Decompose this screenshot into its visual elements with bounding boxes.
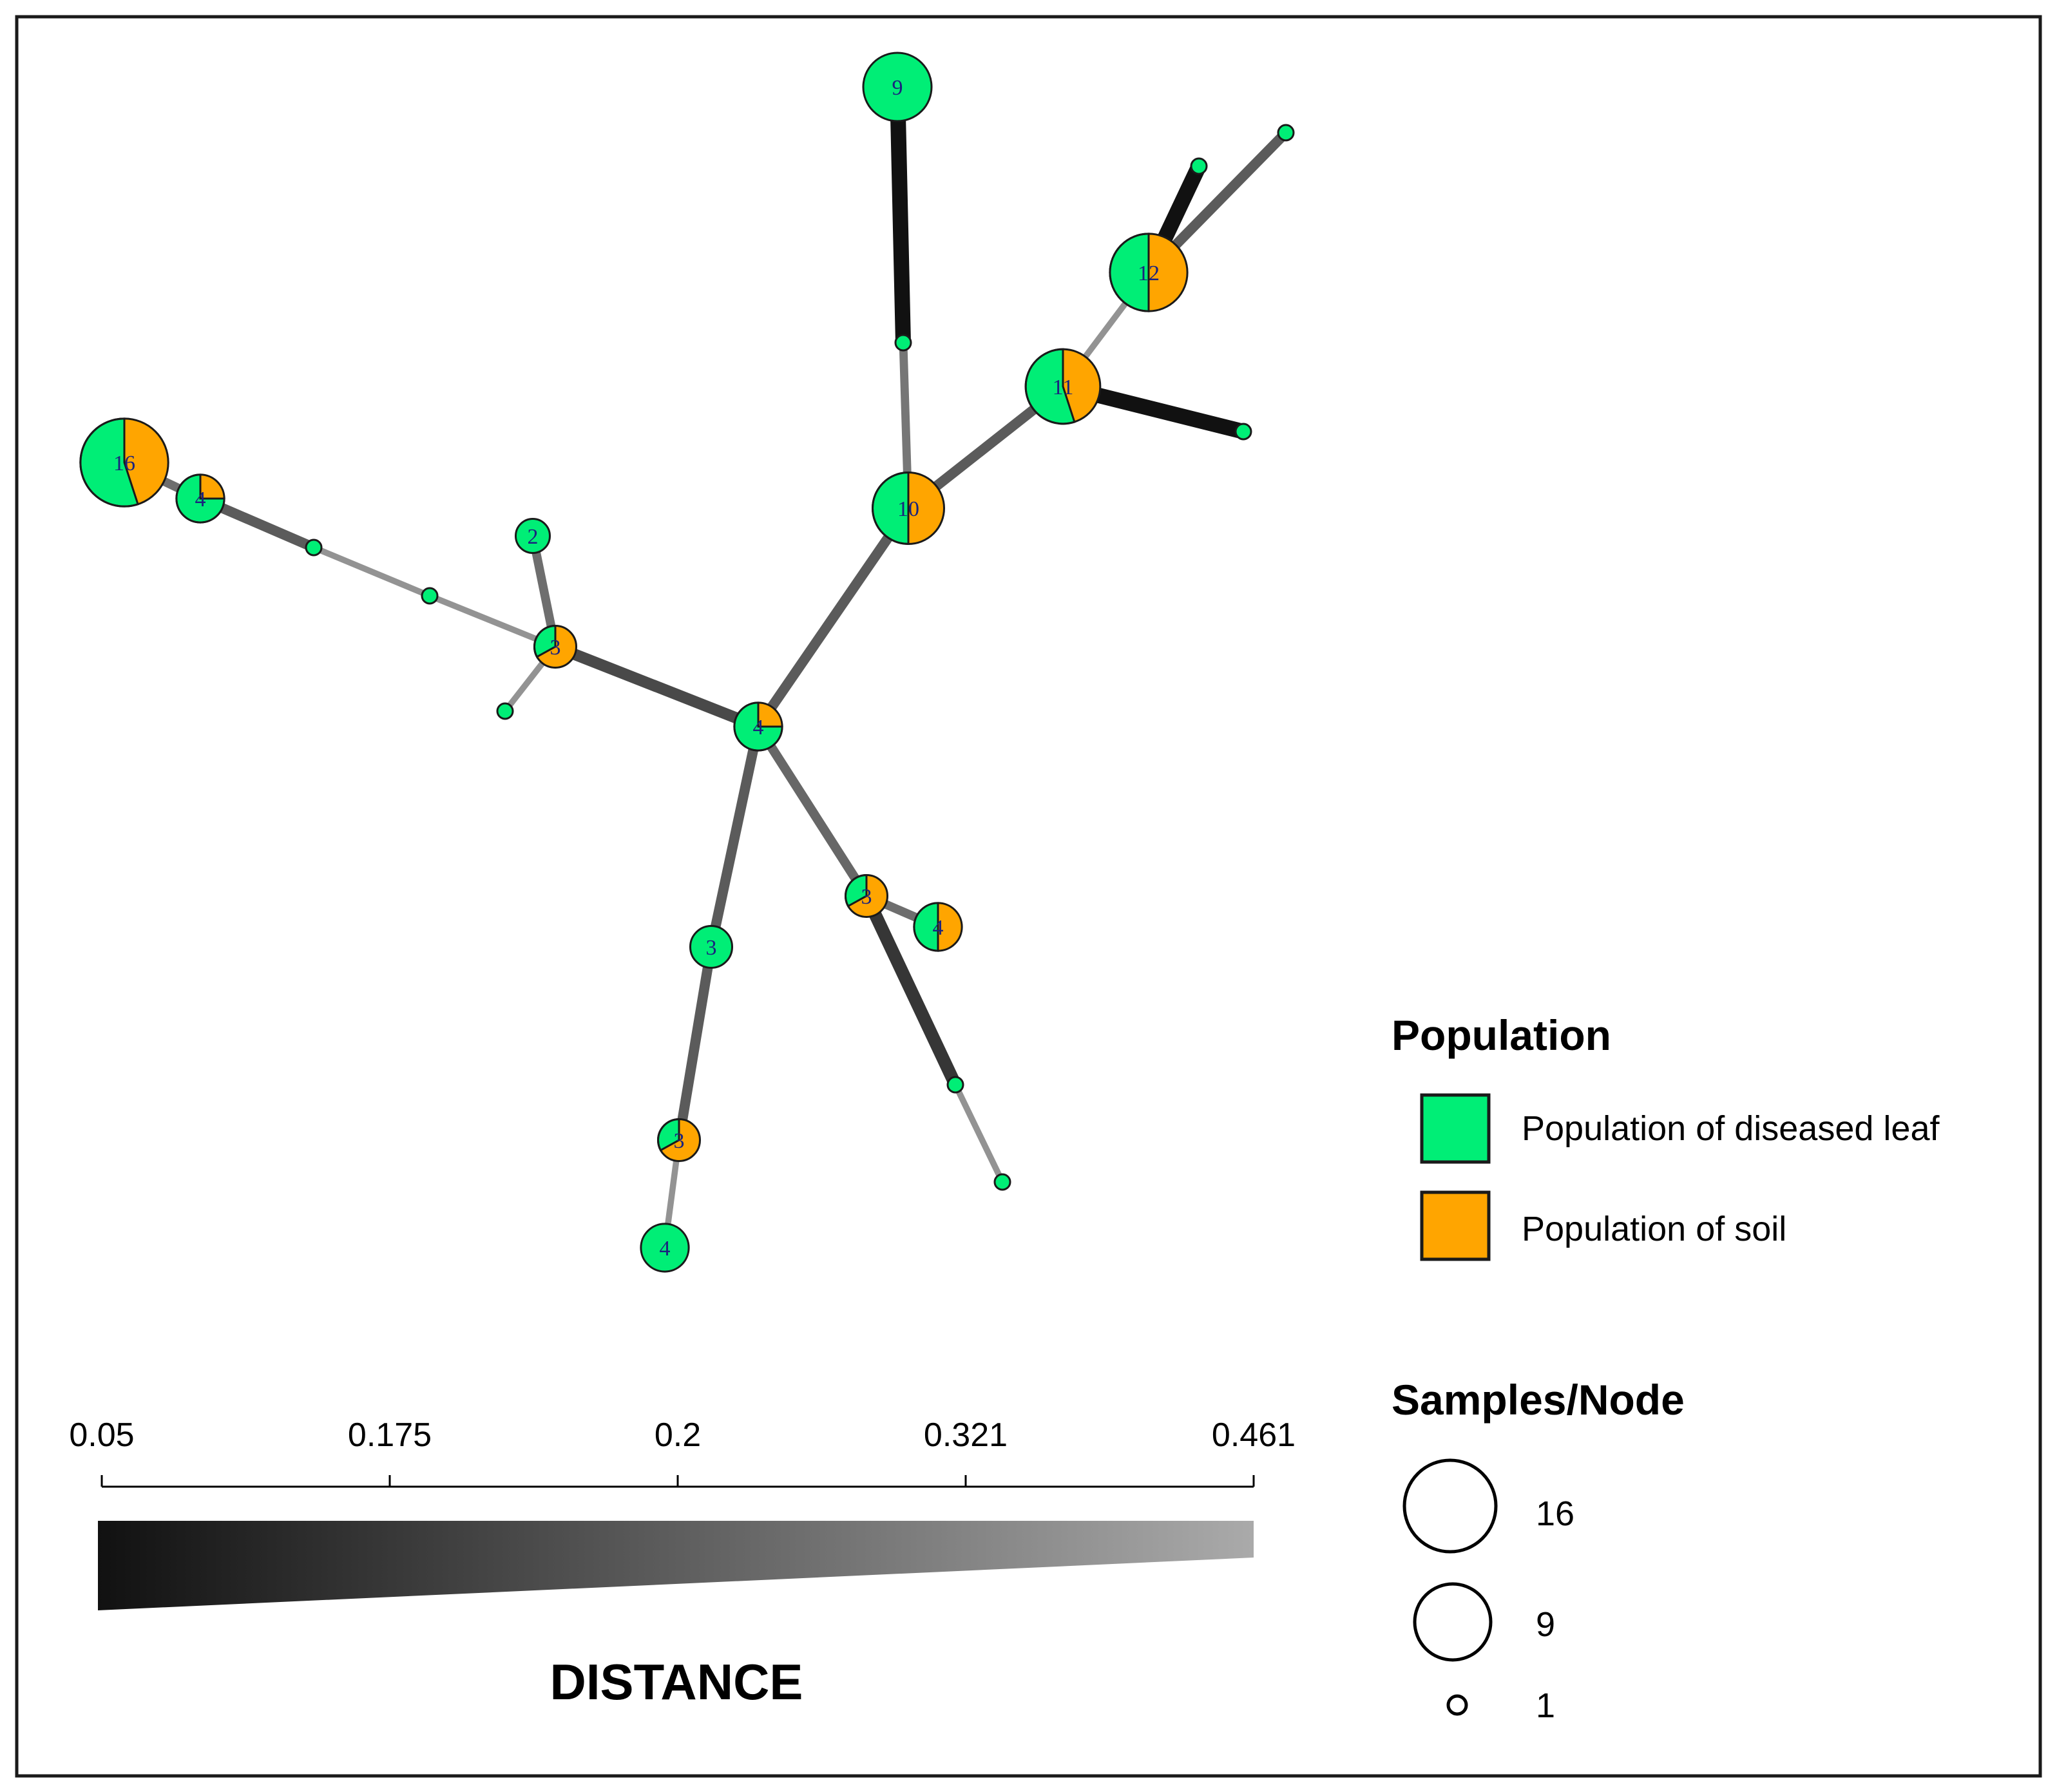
population-legend: Population Population of diseased leaf P…: [1392, 1011, 1940, 1261]
edge-n3a-s6: [426, 593, 559, 650]
node-s5-circle: [496, 702, 514, 720]
node-n12: 12: [1109, 233, 1189, 312]
legend-swatch-diseased-leaf: [1420, 1093, 1491, 1164]
node-n3a-label: 3: [550, 636, 561, 660]
node-n4a: 4: [175, 473, 225, 524]
legend-label-diseased-leaf: Population of diseased leaf: [1522, 1109, 1940, 1148]
node-s9-circle: [993, 1173, 1011, 1191]
node-n10-label: 10: [897, 497, 919, 521]
node-n2-label: 2: [528, 525, 539, 549]
node-n4c-label: 4: [933, 916, 944, 940]
size-legend-label-1: 1: [1536, 1686, 1555, 1725]
node-n4c: 4: [913, 902, 963, 952]
edge-n3b-n3d: [674, 942, 716, 1145]
edge-n10-n4b: [753, 503, 914, 732]
node-n9-circle: [862, 52, 933, 122]
node-n4d-label: 4: [660, 1237, 671, 1261]
size-legend-title: Samples/Node: [1392, 1376, 1685, 1424]
node-n3d-outline: [656, 1118, 702, 1163]
node-n11-label: 11: [1053, 376, 1074, 399]
size-legend-circle-16: [1402, 1458, 1498, 1554]
edge-s8-s9: [952, 1082, 1006, 1185]
node-n10: 10: [872, 471, 945, 546]
node-s3: [1190, 157, 1208, 175]
edge-n9-s1: [890, 79, 911, 350]
node-n4b-label: 4: [753, 716, 764, 739]
population-legend-title: Population: [1392, 1011, 1611, 1059]
distance-scale: 0.05 0.175 0.2 0.321 0.461 DISTANCE: [69, 1416, 1296, 1710]
node-s9: [993, 1173, 1011, 1191]
node-n16-outline: [79, 417, 169, 508]
node-n4d: 4: [640, 1223, 690, 1273]
node-s2-circle: [1277, 124, 1295, 142]
edge-s6-s7: [311, 544, 433, 599]
distance-axis-title: DISTANCE: [550, 1654, 803, 1710]
node-n12-outline: [1109, 233, 1189, 312]
distance-tick-label-4: 0.461: [1212, 1416, 1296, 1454]
node-n3b: 3: [689, 924, 734, 969]
node-s1: [894, 334, 912, 352]
size-legend-label-9: 9: [1536, 1605, 1555, 1644]
distance-gradient-bar: [98, 1521, 1254, 1610]
size-legend: Samples/Node 16 9 1: [1392, 1376, 1685, 1725]
node-n10-outline: [872, 472, 945, 545]
edge-n4b-n3b: [706, 721, 763, 952]
size-legend-circle-9: [1413, 1582, 1493, 1662]
node-n4a-outline: [175, 473, 225, 524]
node-n11: 11: [1024, 348, 1102, 425]
legend-label-soil: Population of soil: [1522, 1210, 1786, 1248]
node-s2: [1277, 124, 1295, 142]
distance-axis-ticks: 0.05 0.175 0.2 0.321 0.461: [69, 1416, 1296, 1487]
node-n4a-label: 4: [195, 488, 206, 511]
node-n16: 16: [79, 417, 169, 508]
figure-frame: [15, 15, 2042, 1778]
distance-tick-label-2: 0.2: [655, 1416, 701, 1454]
node-n3c-outline: [844, 873, 889, 919]
node-n4b-outline: [733, 701, 783, 752]
node-s8: [946, 1076, 964, 1094]
node-s7: [305, 539, 323, 557]
node-n9-label: 9: [892, 76, 903, 100]
node-n3a: 3: [533, 624, 578, 669]
network-nodes: 9 12 11 10 16 4 2 3 4 3 3 4 3 4: [79, 52, 1295, 1273]
node-n3b-circle: [689, 924, 734, 969]
distance-tick-label-0: 0.05: [69, 1416, 134, 1454]
edge-n4b-n3a: [550, 641, 764, 732]
node-n3b-label: 3: [706, 936, 717, 960]
node-n3d-label: 3: [674, 1129, 685, 1153]
node-n2: 2: [515, 518, 551, 554]
node-s5: [496, 702, 514, 720]
legend-swatch-soil: [1420, 1190, 1491, 1261]
node-n3d: 3: [656, 1118, 702, 1163]
node-s6-circle: [421, 587, 439, 605]
node-s3-circle: [1190, 157, 1208, 175]
edge-n4b-n3c: [753, 721, 872, 901]
node-s1-circle: [894, 334, 912, 352]
node-n12-label: 12: [1138, 262, 1160, 285]
size-legend-circle-1: [1446, 1694, 1468, 1716]
node-n4b: 4: [733, 701, 783, 752]
node-s4: [1234, 423, 1252, 441]
distance-tick-label-3: 0.321: [924, 1416, 1008, 1454]
node-n4c-outline: [913, 902, 963, 952]
node-s7-circle: [305, 539, 323, 557]
node-n3a-outline: [533, 624, 578, 669]
node-s4-circle: [1234, 423, 1252, 441]
node-n16-label: 16: [113, 452, 135, 475]
node-s8-circle: [946, 1076, 964, 1094]
node-n2-circle: [515, 518, 551, 554]
size-legend-label-16: 16: [1536, 1494, 1574, 1533]
edge-n3c-s8: [860, 890, 962, 1091]
node-s6: [421, 587, 439, 605]
distance-tick-label-1: 0.175: [348, 1416, 432, 1454]
node-n3c-label: 3: [861, 885, 872, 909]
node-n4d-circle: [640, 1223, 690, 1273]
node-n9: 9: [862, 52, 933, 122]
node-n11-outline: [1024, 348, 1102, 425]
node-n3c: 3: [844, 873, 889, 919]
